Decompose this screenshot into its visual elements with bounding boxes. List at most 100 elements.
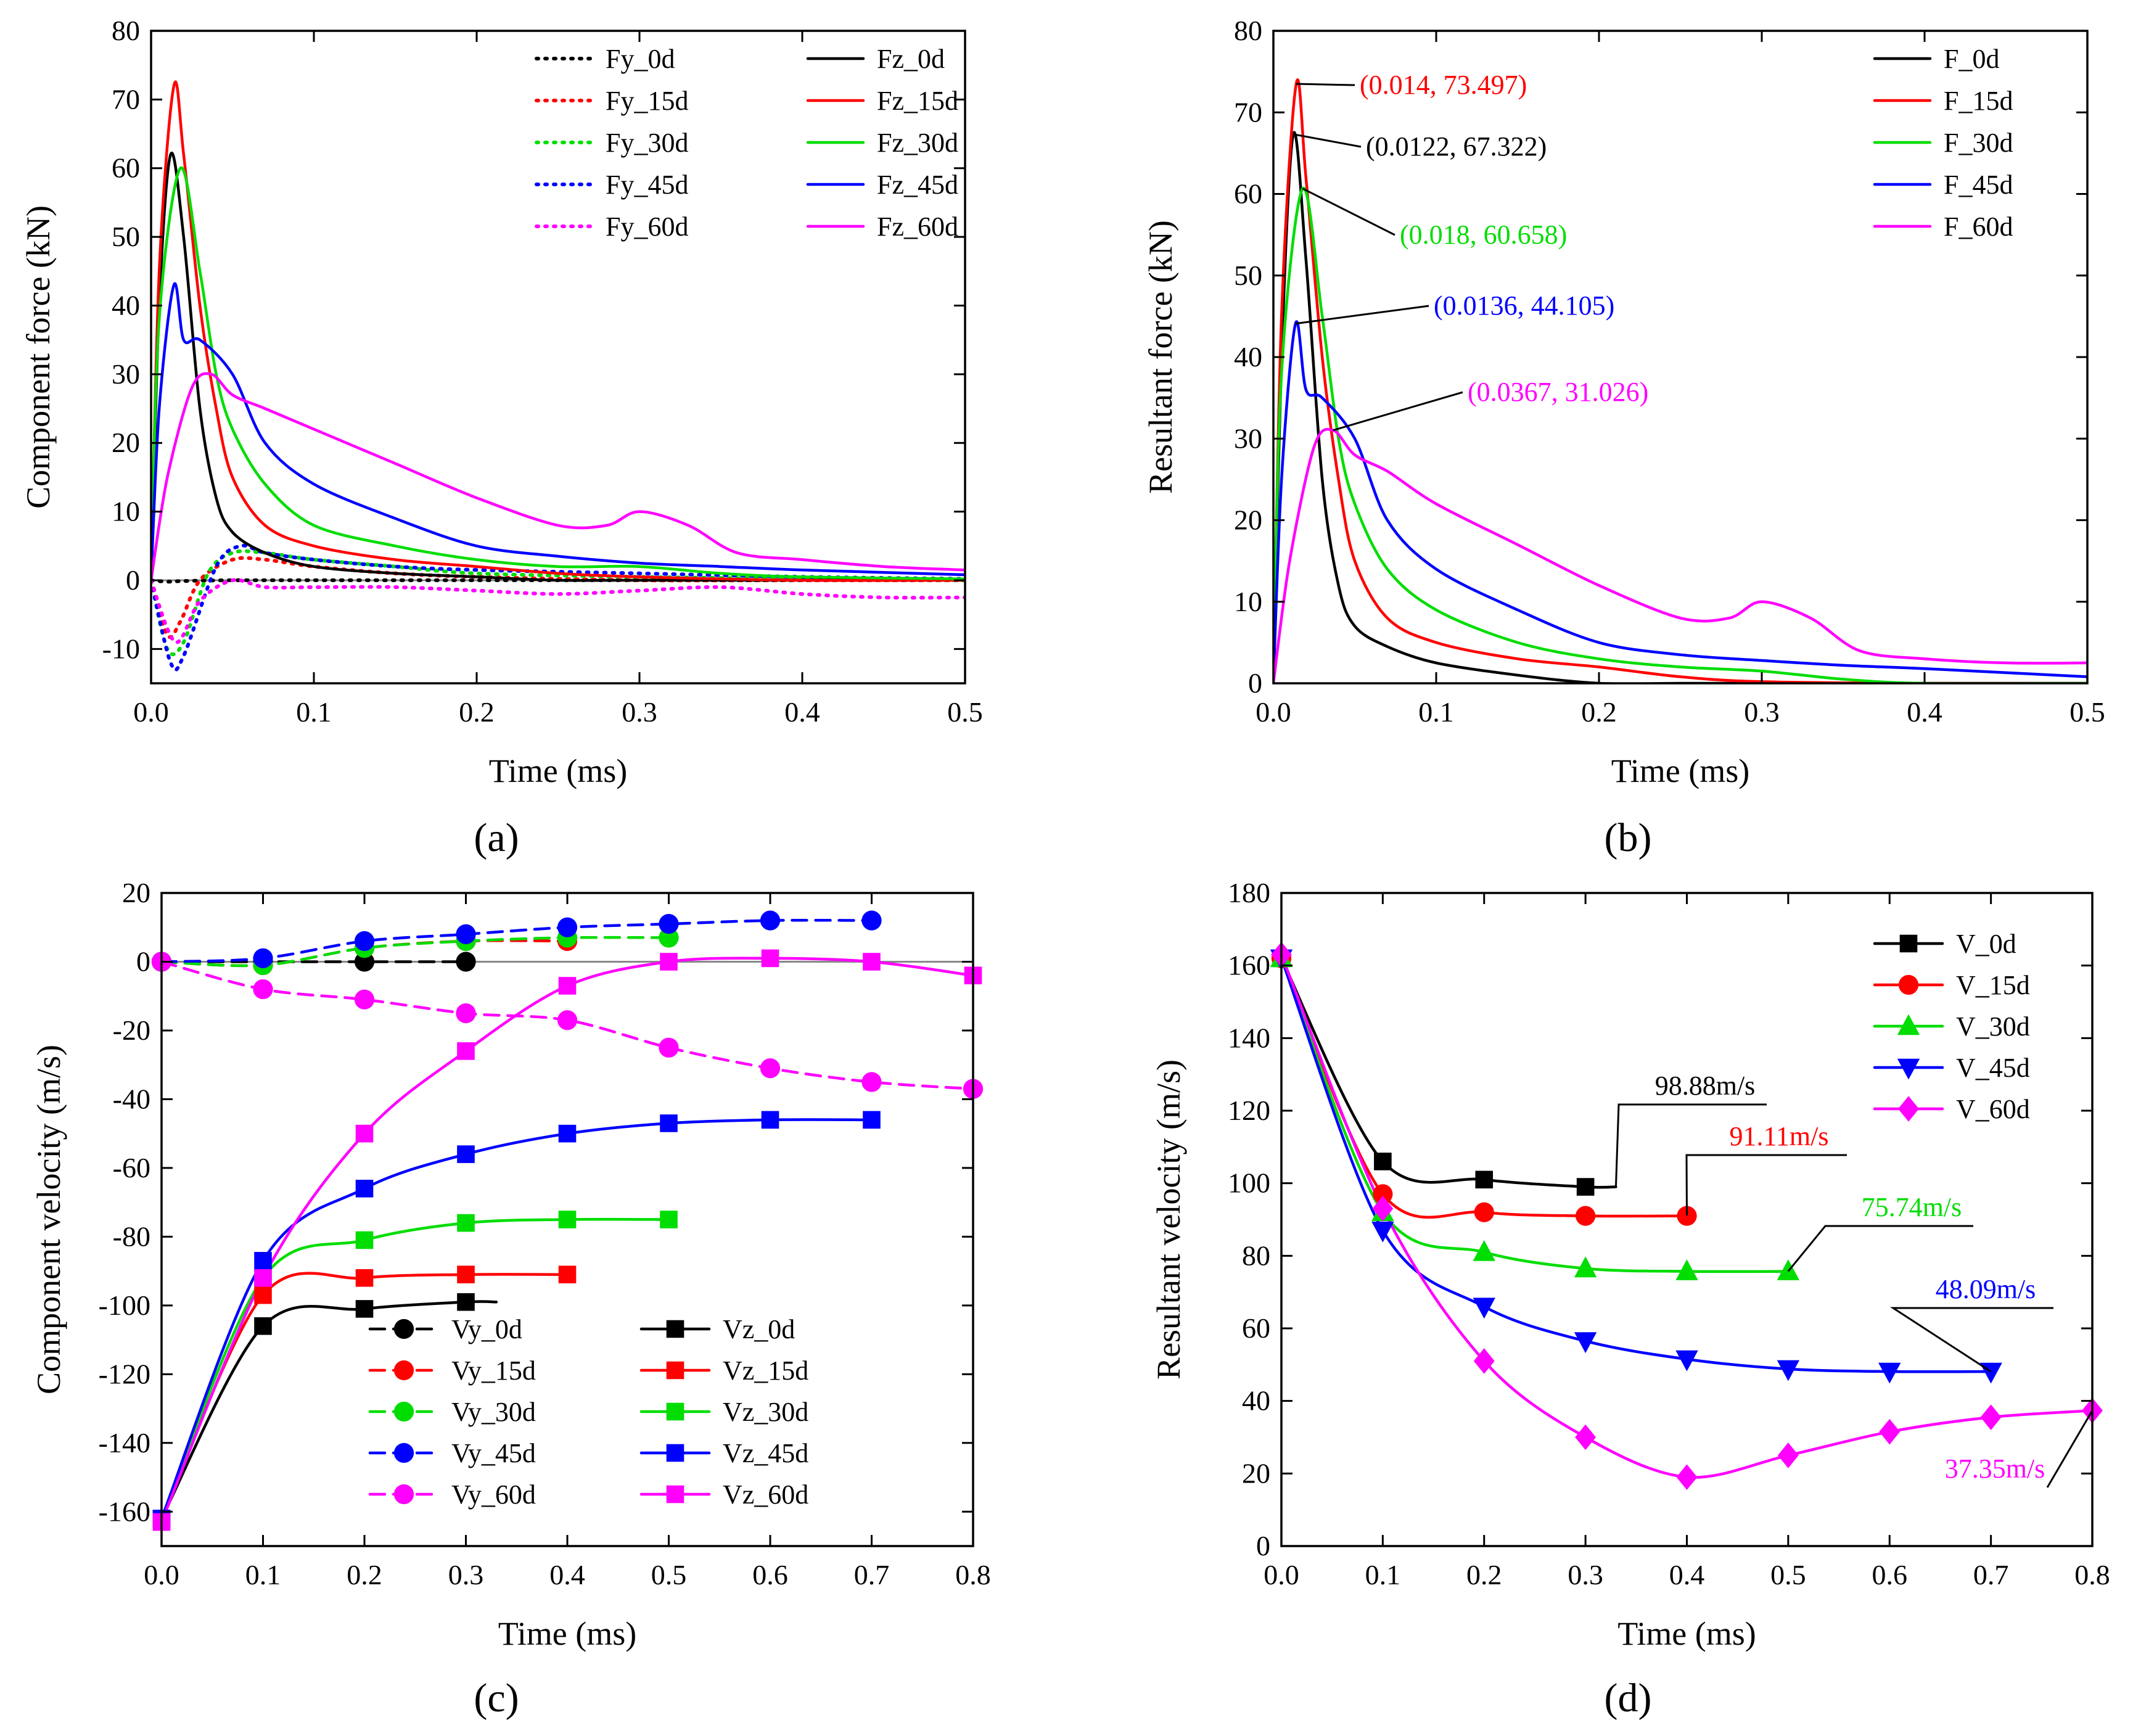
data-point-V_45d: [1574, 1332, 1597, 1354]
x-tick-label: 0.0: [144, 1559, 179, 1590]
y-tick-label: 140: [1228, 1022, 1270, 1053]
y-tick-label: 0: [136, 945, 150, 977]
data-point-Vy_60d: [557, 1010, 578, 1030]
data-point-Vz_30d: [660, 1211, 678, 1228]
legend-marker-V_45d: [1897, 1058, 1920, 1080]
y-tick-label: -40: [113, 1083, 150, 1114]
y-tick-label: 40: [1234, 341, 1262, 372]
y-tick-label: -160: [99, 1495, 150, 1527]
data-point-Vy_45d: [354, 931, 375, 952]
data-point-Vz_45d: [254, 1252, 272, 1270]
data-point-V_0d: [1475, 1170, 1494, 1189]
x-axis-label: Time (ms): [1617, 1615, 1756, 1652]
annotation-label: (0.014, 73.497): [1360, 70, 1527, 100]
data-point-V_30d: [1675, 1259, 1698, 1280]
y-tick-label: -120: [99, 1358, 150, 1389]
annotation-label: (0.0122, 67.322): [1366, 131, 1547, 162]
data-point-Vy_0d: [456, 952, 476, 972]
y-tick-label: 180: [1228, 877, 1270, 908]
y-tick-label: -10: [102, 633, 140, 664]
data-point-Vz_60d: [457, 1042, 475, 1060]
legend-marker-Vy_45d: [393, 1442, 414, 1463]
y-tick-label: -140: [99, 1427, 150, 1458]
y-tick-label: 20: [1234, 504, 1262, 536]
data-point-V_15d: [1373, 1184, 1393, 1204]
legend-label: F_15d: [1944, 86, 2013, 116]
legend-marker-Vy_60d: [393, 1484, 414, 1505]
data-point-V_15d: [1474, 1202, 1494, 1222]
data-point-Vz_15d: [558, 1265, 577, 1283]
annotation-leader: [1302, 187, 1395, 236]
data-point-Vy_60d: [659, 1037, 679, 1058]
x-tick-label: 0.3: [1568, 1559, 1603, 1590]
data-point-Vy_45d: [861, 910, 882, 931]
data-point-Vz_45d: [457, 1145, 475, 1163]
legend-label: Fy_0d: [606, 44, 675, 74]
y-axis-label: Resultant velocity (m/s): [1150, 1059, 1187, 1380]
annotation-leader: [2046, 1410, 2094, 1488]
legend-marker-Vz_30d: [666, 1402, 684, 1421]
legend-marker-Vz_0d: [666, 1320, 684, 1338]
data-point-Vz_0d: [254, 1317, 272, 1335]
legend-label: Vz_0d: [723, 1314, 795, 1344]
x-tick-label: 0.1: [1365, 1559, 1401, 1590]
data-point-Vz_15d: [355, 1269, 374, 1287]
y-tick-label: -100: [99, 1290, 150, 1321]
series-line-Vy_45d: [162, 918, 873, 963]
legend-label: Vy_60d: [451, 1479, 536, 1510]
data-point-Vz_45d: [660, 1114, 678, 1132]
data-point-Vz_60d: [660, 953, 678, 971]
legend-label: F_45d: [1944, 170, 2013, 200]
x-axis-label: Time (ms): [489, 752, 628, 789]
x-tick-label: 0.6: [1872, 1559, 1908, 1590]
data-point-V_45d: [1675, 1350, 1698, 1372]
data-point-Vz_45d: [761, 1111, 779, 1129]
annotation-label: 48.09m/s: [1936, 1274, 2036, 1304]
data-point-Vy_45d: [760, 910, 781, 931]
x-tick-label: 0.6: [752, 1559, 788, 1590]
x-tick-label: 0.8: [2074, 1559, 2110, 1590]
legend-label: Vz_60d: [723, 1479, 808, 1510]
annotation-label: (0.0367, 31.026): [1468, 377, 1648, 407]
y-tick-label: 0: [126, 564, 140, 596]
legend-marker-V_15d: [1898, 974, 1919, 995]
chart-panel-b: 0.0 0.1 0.2 0.3 0.4 0.5 0 10 20 30 40 50 60 70 80 Time …: [1142, 15, 2105, 860]
legend-label: F_0d: [1944, 44, 1999, 74]
legend-label: Vz_30d: [723, 1397, 808, 1427]
data-point-Vy_45d: [253, 948, 273, 969]
x-tick-label: 0.8: [955, 1559, 991, 1590]
y-tick-label: 80: [1242, 1240, 1270, 1271]
series-line-F_15d: [1273, 78, 2087, 683]
series-line-Fz_30d: [151, 166, 965, 582]
y-tick-label: 0: [1256, 1530, 1270, 1561]
legend-label: V_0d: [1956, 929, 2016, 959]
legend-label: Fy_45d: [606, 170, 688, 200]
y-tick-label: 60: [112, 152, 140, 184]
series-group: [1273, 78, 2087, 683]
legend: Fy_0d Fy_15d Fy_30d Fy_45d Fy_60d Fz_0d Fz_15d…: [535, 44, 958, 242]
y-tick-label: 40: [1242, 1385, 1270, 1417]
y-axis-label: Component velocity (m/s): [30, 1045, 67, 1394]
x-tick-label: 0.0: [133, 696, 169, 728]
legend-label: F_30d: [1944, 128, 2013, 158]
series-group: [151, 80, 965, 672]
data-point-Vy_45d: [557, 917, 578, 937]
legend-marker-Vy_15d: [393, 1360, 414, 1381]
x-tick-label: 0.4: [549, 1559, 585, 1590]
panel-label: (c): [474, 1676, 519, 1721]
data-point-Vy_60d: [253, 979, 273, 1000]
legend-label: Fy_30d: [606, 128, 688, 158]
data-point-Vy_60d: [354, 989, 375, 1010]
legend-label: Fz_0d: [877, 44, 945, 74]
annotation-leader: [1787, 1225, 1973, 1272]
data-point-V_15d: [1576, 1206, 1596, 1226]
series-line-V_30d: [1281, 956, 1790, 1273]
annotation-label: (0.018, 60.658): [1400, 220, 1567, 250]
data-point-V_60d: [1473, 1348, 1495, 1374]
y-tick-label: 100: [1228, 1167, 1270, 1199]
data-point-Vy_45d: [659, 914, 679, 934]
x-tick-label: 0.2: [459, 696, 495, 728]
series-line-F_60d: [1273, 427, 2087, 683]
series-line-Fz_60d: [151, 372, 965, 582]
data-point-Vz_30d: [558, 1211, 577, 1228]
